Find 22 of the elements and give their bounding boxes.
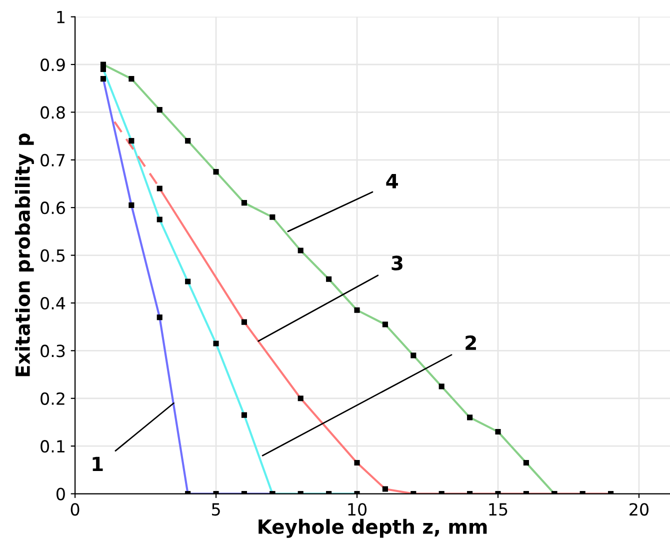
x-tick-label: 5	[212, 503, 220, 516]
annotation: 1	[92, 456, 103, 472]
y-tick-label: 0.1	[40, 440, 64, 453]
y-tick-label: 0.6	[40, 202, 65, 214]
x-tick-label: 15	[489, 503, 508, 516]
annotation: 3	[392, 256, 402, 270]
x-tick-label: 10	[348, 503, 367, 516]
y-tick-label: 0	[56, 488, 65, 500]
y-tick-label: 0.7	[40, 154, 65, 166]
y-tick-label: 0.8	[40, 106, 65, 119]
y-tick-label: 1	[57, 10, 64, 24]
y-tick-label: 0.2	[40, 392, 64, 405]
x-axis-title: Keyhole depth z, mm	[258, 518, 487, 538]
annotation: 2	[466, 335, 476, 350]
y-axis-title: Exitation probability p	[14, 133, 34, 376]
y-tick-label: 0.9	[40, 58, 65, 72]
y-tick-label: 0.3	[40, 344, 65, 358]
x-tick-label: 20	[630, 503, 648, 516]
y-tick-label: 0.4	[40, 296, 66, 310]
annotation: 4	[386, 174, 398, 188]
x-tick-label: 0	[70, 503, 80, 516]
y-tick-label: 0.5	[40, 249, 65, 262]
